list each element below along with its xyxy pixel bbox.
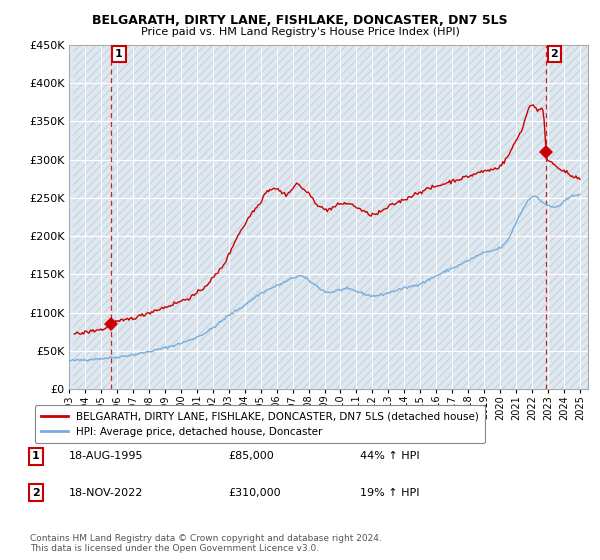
Text: 1: 1 <box>32 451 40 461</box>
Text: £85,000: £85,000 <box>228 451 274 461</box>
Text: 44% ↑ HPI: 44% ↑ HPI <box>360 451 419 461</box>
Text: Contains HM Land Registry data © Crown copyright and database right 2024.
This d: Contains HM Land Registry data © Crown c… <box>30 534 382 553</box>
Text: 18-AUG-1995: 18-AUG-1995 <box>69 451 143 461</box>
Text: BELGARATH, DIRTY LANE, FISHLAKE, DONCASTER, DN7 5LS: BELGARATH, DIRTY LANE, FISHLAKE, DONCAST… <box>92 14 508 27</box>
Text: 19% ↑ HPI: 19% ↑ HPI <box>360 488 419 498</box>
Text: 2: 2 <box>32 488 40 498</box>
Legend: BELGARATH, DIRTY LANE, FISHLAKE, DONCASTER, DN7 5LS (detached house), HPI: Avera: BELGARATH, DIRTY LANE, FISHLAKE, DONCAST… <box>35 405 485 443</box>
Text: 2: 2 <box>550 49 558 59</box>
Text: 18-NOV-2022: 18-NOV-2022 <box>69 488 143 498</box>
Text: Price paid vs. HM Land Registry's House Price Index (HPI): Price paid vs. HM Land Registry's House … <box>140 27 460 37</box>
Text: 1: 1 <box>115 49 123 59</box>
Text: £310,000: £310,000 <box>228 488 281 498</box>
